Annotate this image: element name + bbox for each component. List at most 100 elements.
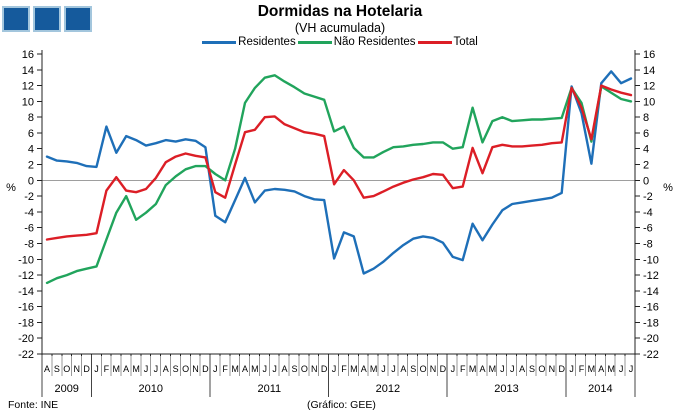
month-letter: M — [113, 364, 121, 374]
month-letter: M — [489, 364, 497, 374]
month-letter: A — [44, 364, 50, 374]
month-letter: F — [460, 364, 466, 374]
percent-label-left: % — [6, 182, 16, 194]
y-label-right: 2 — [643, 160, 649, 172]
y-axes — [37, 50, 640, 358]
y-label-right: 0 — [643, 175, 649, 187]
y-label-left: -20 — [18, 333, 34, 345]
month-letter: A — [598, 364, 604, 374]
legend-item-residentes: Residentes — [202, 36, 296, 48]
y-label-left: 10 — [22, 96, 34, 108]
month-letter: A — [282, 364, 288, 374]
series-line-não-residentes — [45, 74, 633, 285]
month-letter: N — [311, 364, 318, 374]
year-label: 2012 — [376, 383, 400, 395]
month-letter: D — [202, 364, 209, 374]
month-letter: A — [123, 364, 129, 374]
y-label-left: 6 — [28, 128, 34, 140]
y-label-left: -22 — [18, 349, 34, 361]
y-label-right: 16 — [643, 49, 655, 61]
month-letter: J — [451, 364, 456, 374]
y-label-left: -12 — [18, 270, 34, 282]
month-letter: S — [173, 364, 179, 374]
y-label-right: 6 — [643, 128, 649, 140]
month-letter: N — [430, 364, 437, 374]
legend-label-nao-residentes: Não Residentes — [333, 36, 416, 48]
y-label-left: 8 — [28, 112, 34, 124]
month-letter: J — [263, 364, 268, 374]
legend-label-total: Total — [453, 36, 478, 48]
y-label-right: -12 — [643, 270, 659, 282]
month-letter: M — [370, 364, 378, 374]
y-label-right: -8 — [643, 238, 653, 250]
chart-title: Dormidas na Hotelaria — [257, 3, 423, 20]
month-letter: S — [410, 364, 416, 374]
y-label-left: -6 — [24, 223, 34, 235]
month-letter: D — [558, 364, 565, 374]
month-letter: J — [569, 364, 574, 374]
month-letter: O — [420, 364, 427, 374]
y-label-left: 16 — [22, 49, 34, 61]
month-letter: J — [500, 364, 505, 374]
month-letter: M — [350, 364, 358, 374]
month-letter: D — [83, 364, 90, 374]
month-letter: S — [291, 364, 297, 374]
year-labels: 2009 2010 2011 2012 2013 2014 — [54, 383, 612, 395]
year-label: 2010 — [138, 383, 162, 395]
y-label-right: 12 — [643, 81, 655, 93]
legend-label-residentes: Residentes — [238, 36, 296, 48]
month-letter: O — [182, 364, 189, 374]
month-letter: N — [549, 364, 556, 374]
source-note: Fonte: INE — [8, 399, 59, 411]
month-letter: O — [63, 364, 70, 374]
chart-subtitle: (VH acumulada) — [294, 21, 386, 35]
month-letter: J — [144, 364, 149, 374]
month-letter: J — [332, 364, 337, 374]
month-letter: A — [361, 364, 367, 374]
y-label-left: 2 — [28, 160, 34, 172]
y-label-right: 8 — [643, 112, 649, 124]
credit-note: (Gráfico: GEE) — [307, 399, 376, 411]
month-letter: J — [619, 364, 624, 374]
legend-item-total: Total — [417, 36, 478, 48]
y-label-right: -4 — [643, 207, 653, 219]
legend-swatch-residentes — [202, 40, 237, 44]
month-letter: O — [538, 364, 545, 374]
month-letter: M — [251, 364, 259, 374]
month-letter: M — [132, 364, 140, 374]
logo — [2, 6, 92, 32]
logo-square — [64, 6, 92, 32]
logo-square — [2, 6, 30, 32]
month-letter: O — [301, 364, 308, 374]
month-letter: F — [579, 364, 585, 374]
year-label: 2009 — [54, 383, 78, 395]
y-tick-labels: -22 -22-20 -20-18 -18-16 -16-14 -14-12 -12-10-… — [6, 49, 673, 361]
month-letter: F — [222, 364, 228, 374]
logo-square — [33, 6, 61, 32]
y-label-right: -16 — [643, 302, 659, 314]
line-chart: -22 -22-20 -20-18 -18-16 -16-14 -14-12 -12-10-… — [6, 49, 673, 397]
month-letter: A — [480, 364, 486, 374]
month-letter: N — [73, 364, 80, 374]
y-label-left: -18 — [18, 317, 34, 329]
month-letter: J — [154, 364, 159, 374]
month-letter: D — [321, 364, 328, 374]
y-label-right: 4 — [643, 144, 649, 156]
month-letter: A — [163, 364, 169, 374]
percent-label-right: % — [663, 182, 673, 194]
series-line-residentes — [45, 70, 633, 275]
legend-swatch-nao-residentes — [297, 40, 332, 44]
month-letter: F — [104, 364, 110, 374]
month-letter: J — [381, 364, 386, 374]
y-label-left: -8 — [24, 238, 34, 250]
y-label-left: 4 — [28, 144, 34, 156]
y-label-right: -14 — [643, 286, 659, 298]
y-label-left: 0 — [28, 175, 34, 187]
month-letter: J — [272, 364, 277, 374]
y-label-right: -22 — [643, 349, 659, 361]
month-separators — [41, 355, 636, 397]
y-label-right: 14 — [643, 65, 655, 77]
legend-swatch-total — [417, 40, 452, 44]
y-label-left: -4 — [24, 207, 34, 219]
